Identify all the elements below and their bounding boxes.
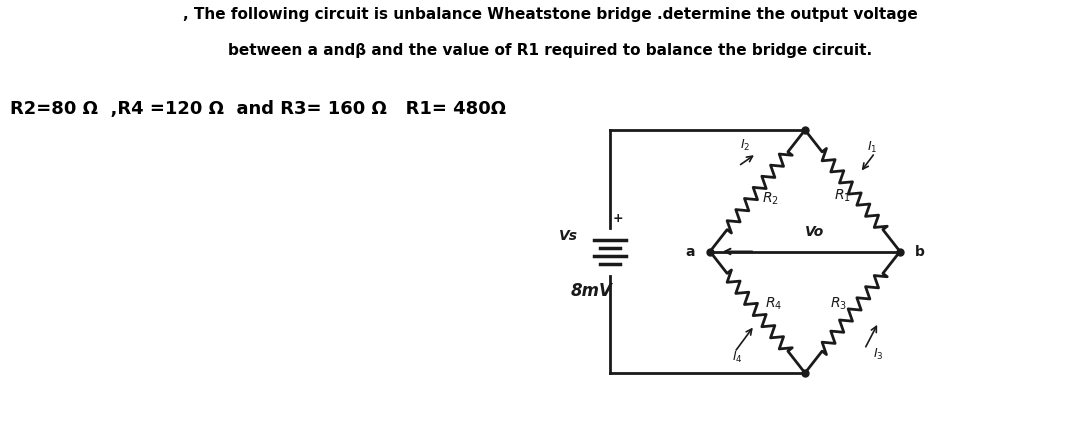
Text: $R_1$: $R_1$ (834, 187, 851, 204)
Text: $R_2$: $R_2$ (762, 190, 779, 207)
Text: $R_3$: $R_3$ (830, 296, 847, 312)
Text: $I_3$: $I_3$ (873, 347, 884, 363)
Text: +: + (613, 212, 624, 224)
Text: $I_1$: $I_1$ (868, 140, 877, 155)
Text: R2=80 Ω  ,R4 =120 Ω  and R3= 160 Ω   R1= 480Ω: R2=80 Ω ,R4 =120 Ω and R3= 160 Ω R1= 480… (10, 100, 506, 118)
Text: 8mV: 8mV (571, 281, 613, 300)
Text: , The following circuit is unbalance Wheatstone bridge .determine the output vol: , The following circuit is unbalance Whe… (182, 7, 917, 22)
Text: a: a (685, 244, 695, 258)
Text: $I_2$: $I_2$ (740, 138, 751, 153)
Text: between a andβ and the value of R1 required to balance the bridge circuit.: between a andβ and the value of R1 requi… (228, 43, 872, 58)
Text: b: b (915, 244, 925, 258)
Text: $I_4$: $I_4$ (733, 350, 742, 366)
Text: $R_4$: $R_4$ (765, 296, 782, 312)
Text: Vo: Vo (805, 226, 824, 240)
Text: Vs: Vs (559, 230, 578, 244)
